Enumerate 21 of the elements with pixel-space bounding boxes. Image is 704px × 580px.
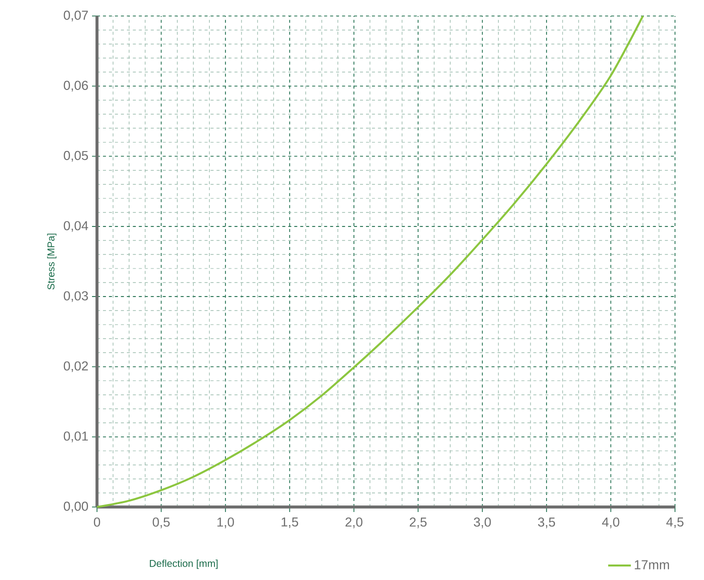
- x-tick-label: 0: [94, 517, 100, 527]
- y-tick-label: 0,03: [64, 291, 88, 302]
- y-tick-label: 0,07: [64, 10, 88, 22]
- x-tick-label: 0,5: [152, 517, 170, 528]
- x-tick-label: 2,5: [410, 517, 427, 528]
- y-tick-label: 0,01: [64, 432, 88, 442]
- x-tick-label: 3,5: [538, 517, 556, 528]
- legend-label: 17mm: [634, 560, 669, 570]
- y-axis-title: Stress [MPa]: [47, 234, 56, 290]
- y-tick-label: 0,05: [64, 150, 88, 162]
- x-tick-label: 4,0: [602, 517, 620, 528]
- y-tick-label: 0,06: [64, 80, 88, 92]
- x-tick-label: 4,5: [666, 518, 684, 528]
- y-tick-label: 0,00: [64, 502, 88, 512]
- x-tick-label: 3,0: [474, 517, 491, 528]
- x-tick-label: 1,0: [217, 517, 234, 528]
- x-tick-label: 2,0: [346, 517, 362, 528]
- x-axis-title: Deflection [mm]: [150, 560, 218, 569]
- y-tick-label: 0,04: [64, 221, 88, 232]
- x-tick-label: 1,5: [282, 518, 298, 528]
- y-tick-label: 0,02: [64, 361, 88, 372]
